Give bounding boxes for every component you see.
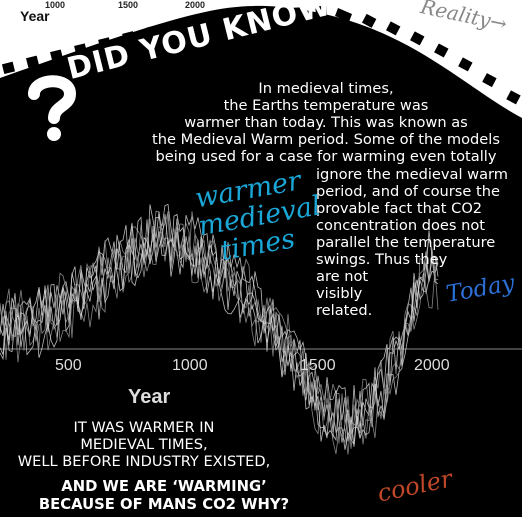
band-dash xyxy=(146,25,160,38)
footer-line-1-line: WELL BEFORE INDUSTRY EXISTED, xyxy=(17,453,271,470)
band-dash xyxy=(434,43,449,58)
axis-tick-500: 500 xyxy=(55,357,82,374)
axis-title: Year xyxy=(128,386,171,408)
footer-line-1-line: IT WAS WARMER IN xyxy=(73,419,215,436)
paragraph-continued: ignore the medieval warm period, and of c… xyxy=(316,166,522,268)
top-tick-2000: 2000 xyxy=(185,0,206,10)
top-tick-1500: 1500 xyxy=(118,0,139,10)
paragraph-continued-line: ignore the medieval warm xyxy=(316,166,508,183)
axis-tick-1000: 1000 xyxy=(172,357,208,374)
band-dash xyxy=(122,31,136,44)
temperature-trace xyxy=(0,204,439,443)
paragraph-tail-line: visibly xyxy=(316,285,363,302)
temperature-trace xyxy=(0,210,439,455)
paragraph-continued-line: swings. Thus they xyxy=(316,251,448,268)
band-dash xyxy=(98,37,112,50)
band-dash xyxy=(74,43,88,56)
paragraph-continued-line: period, and of course the xyxy=(316,183,500,200)
band-dash xyxy=(243,10,255,21)
band-dash xyxy=(170,18,184,32)
paragraph-tail: are not visibly related. xyxy=(316,268,376,319)
paragraph-continued-line: parallel the temperature xyxy=(316,234,496,251)
footer-line-1: IT WAS WARMER IN MEDIEVAL TIMES, WELL BEFO… xyxy=(8,419,280,470)
band-dash xyxy=(219,11,231,23)
footer-line-2-line: BECAUSE OF MANS CO2 WHY? xyxy=(38,496,290,513)
footer-line-2: AND WE ARE ‘WARMING’ BECAUSE OF MANS CO2 … xyxy=(0,478,328,514)
band-dash xyxy=(1,61,16,75)
band-dash xyxy=(194,12,208,26)
band-dash xyxy=(410,31,425,46)
question-mark-icon xyxy=(28,75,77,141)
top-year-label: Year xyxy=(20,8,50,24)
axis-tick-2000: 2000 xyxy=(414,357,450,374)
band-dash xyxy=(506,90,521,105)
axis-tick-1500: 1500 xyxy=(300,357,336,374)
band-dash xyxy=(315,5,327,17)
paragraph-intro-line: In medieval times, xyxy=(258,80,394,97)
footer-line-2-line: AND WE ARE ‘WARMING’ xyxy=(61,478,267,495)
band-dash xyxy=(50,49,64,62)
footer-line-1-line: MEDIEVAL TIMES, xyxy=(80,436,208,453)
paragraph-continued-line: concentration does not xyxy=(316,217,486,234)
paragraph-intro: In medieval times, the Earths temperature… xyxy=(130,80,522,165)
paragraph-tail-line: are not xyxy=(316,268,369,285)
band-dash xyxy=(291,7,303,18)
paragraph-intro-line: being used for a case for warming even t… xyxy=(155,148,497,165)
temperature-trace xyxy=(0,213,439,447)
band-dash xyxy=(482,73,497,88)
top-tick-1000: 1000 xyxy=(45,0,66,10)
band-dash xyxy=(267,8,279,20)
band-dash xyxy=(458,57,473,72)
paragraph-intro-line: the Earths temperature was xyxy=(223,97,429,114)
paragraph-continued-line: provable fact that CO2 xyxy=(316,200,483,217)
paragraph-intro-line: warmer than today. This was known as xyxy=(184,114,468,131)
band-dash xyxy=(361,13,377,28)
band-dash xyxy=(25,55,40,68)
band-dash xyxy=(385,21,401,36)
warmer-medieval-label: warmer medieval times xyxy=(192,165,323,269)
paragraph-intro-line: the Medieval Warm period. Some of the mo… xyxy=(152,131,500,148)
paragraph-tail-line: related. xyxy=(316,302,373,319)
temperature-trace xyxy=(0,213,439,450)
